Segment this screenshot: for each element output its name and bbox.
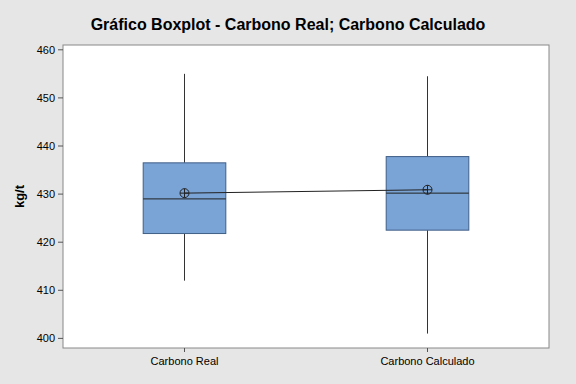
y-tick (58, 338, 63, 339)
plot-marks (143, 74, 469, 334)
mean-circle (180, 189, 189, 198)
y-tick-label: 400 (37, 332, 55, 344)
upper-whisker (184, 74, 185, 163)
mean-marker (423, 185, 432, 194)
mean-cross (427, 185, 428, 194)
x-tick (427, 348, 428, 352)
title: Gráfico Boxplot - Carbono Real; Carbono … (91, 16, 486, 33)
y-tick (58, 242, 63, 243)
median-line (143, 198, 226, 199)
mean-cross (184, 189, 185, 198)
background (0, 0, 576, 384)
x-tick-label: Carbono Real (151, 355, 219, 367)
plot-frame (63, 45, 549, 348)
y-tick (58, 290, 63, 291)
lower-whisker (184, 234, 185, 281)
mean-marker (180, 189, 189, 198)
mean-connect-line (185, 190, 428, 193)
y-tick (58, 49, 63, 50)
y-tick-label: 410 (37, 284, 55, 296)
y-tick-label: 450 (37, 92, 55, 104)
y-axis-label: kg/t (12, 184, 27, 208)
mean-circle (423, 185, 432, 194)
y-tick-label: 420 (37, 236, 55, 248)
y-tick (58, 146, 63, 147)
x-tick-label: Carbono Calculado (380, 355, 474, 367)
chart-svg: Gráfico Boxplot - Carbono Real; Carbono … (0, 0, 576, 384)
chart-root: Gráfico Boxplot - Carbono Real; Carbono … (0, 0, 576, 384)
y-tick (58, 194, 63, 195)
box (143, 163, 226, 234)
y-tick-label: 430 (37, 188, 55, 200)
x-tick (184, 348, 185, 352)
y-tick-label: 440 (37, 140, 55, 152)
upper-whisker (427, 76, 428, 156)
y-tick-label: 460 (37, 44, 55, 56)
lower-whisker (427, 230, 428, 333)
y-tick (58, 97, 63, 98)
box (386, 157, 469, 231)
